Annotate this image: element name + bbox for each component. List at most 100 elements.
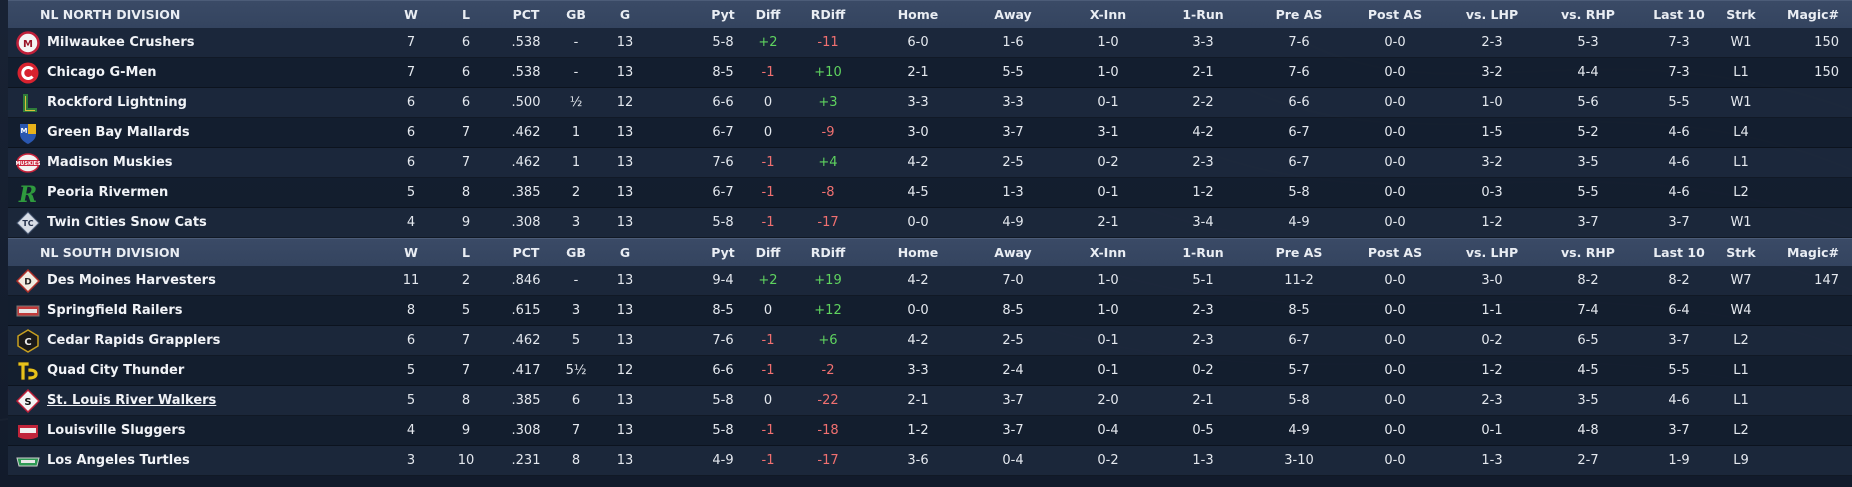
cell-last10: 5-5 [1668,95,1690,110]
column-header-pyt[interactable]: Pyt [711,7,735,22]
cell-g: 13 [616,35,634,50]
team-name-link[interactable]: Rockford Lightning [47,95,187,110]
cell-last10: 4-6 [1668,125,1690,140]
cell-magic [1789,326,1839,355]
team-row[interactable]: TC Twin Cities Snow Cats 4 9 .308 3 13 5-8 -1 -17… [8,208,1852,238]
cell-diff: -1 [761,333,775,348]
team-name-link[interactable]: Los Angeles Turtles [47,453,190,468]
column-header-pyt[interactable]: Pyt [711,245,735,260]
cell-g: 13 [616,273,634,288]
column-header-strk[interactable]: Strk [1726,245,1756,260]
cell-vslhp: 1-3 [1481,453,1503,468]
team-row[interactable]: R Peoria Rivermen 5 8 .385 2 13 6-7 -1 -8 4-5 1-3 0-… [8,178,1852,208]
column-header-post-as[interactable]: Post AS [1367,245,1423,260]
cell-pct: .462 [511,333,541,348]
column-header-diff[interactable]: Diff [755,245,781,260]
team-row[interactable]: C Cedar Rapids Grapplers 6 7 .462 5 13 7-6 -1 +6 4… [8,326,1852,356]
cell-l: 6 [461,35,471,50]
madison-muskies-logo: MUSKIES [16,151,42,175]
column-header-magic[interactable]: Magic# [1787,7,1839,22]
team-row[interactable]: Louisville Sluggers 4 9 .308 7 13 5-8 -1 -18 1-2 3… [8,416,1852,446]
cell-w: 4 [406,423,416,438]
cell-preas: 6-6 [1288,95,1310,110]
team-row[interactable]: Chicago G-Men 7 6 .538 - 13 8-5 -1 +10 2-1 5-5 1-0 2… [8,58,1852,88]
column-header-x-inn[interactable]: X-Inn [1089,245,1127,260]
column-header-vs-rhp[interactable]: vs. RHP [1561,7,1615,22]
cell-home: 4-2 [907,333,929,348]
svg-text:TC: TC [22,219,33,228]
column-header-1-run[interactable]: 1-Run [1182,245,1224,260]
cell-onerun: 5-1 [1192,273,1214,288]
column-header-last-10[interactable]: Last 10 [1653,245,1705,260]
column-header-w[interactable]: W [404,245,418,260]
cell-preas: 5-8 [1288,185,1310,200]
column-header-strk[interactable]: Strk [1726,7,1756,22]
team-name-link[interactable]: Quad City Thunder [47,363,185,378]
cell-onerun: 0-2 [1192,363,1214,378]
cell-last10: 7-3 [1668,65,1690,80]
column-header-rdiff[interactable]: RDiff [810,7,846,22]
column-header-1-run[interactable]: 1-Run [1182,7,1224,22]
cell-home: 6-0 [907,35,929,50]
column-header-home[interactable]: Home [897,245,939,260]
cell-home: 3-0 [907,125,929,140]
team-name-link[interactable]: Cedar Rapids Grapplers [47,333,221,348]
twin-cities-snow-cats-logo: TC [16,211,42,235]
cell-diff: -1 [761,215,775,230]
column-header-magic[interactable]: Magic# [1787,245,1839,260]
team-name-link[interactable]: Peoria Rivermen [47,185,169,200]
team-name-link[interactable]: Green Bay Mallards [47,125,190,140]
cell-pyt: 5-8 [712,35,734,50]
cell-strk: L2 [1733,333,1749,348]
team-name-link[interactable]: Springfield Railers [47,303,183,318]
team-name-link[interactable]: Des Moines Harvesters [47,273,216,288]
cell-pct: .500 [511,95,541,110]
column-header-g[interactable]: G [619,7,631,22]
column-header-diff[interactable]: Diff [755,7,781,22]
column-header-vs-lhp[interactable]: vs. LHP [1465,245,1519,260]
team-name-link[interactable]: Milwaukee Crushers [47,35,195,50]
team-row[interactable]: D Des Moines Harvesters 11 2 .846 - 13 9-4 +2 +19… [8,266,1852,296]
team-row[interactable]: Rockford Lightning 6 6 .500 ½ 12 6-6 0 +3 3-3 3-3 0… [8,88,1852,118]
cell-rdiff: -2 [821,363,835,378]
column-header-pre-as[interactable]: Pre AS [1275,245,1323,260]
cell-vslhp: 0-1 [1481,423,1503,438]
team-name-link[interactable]: Twin Cities Snow Cats [47,215,207,230]
cell-preas: 11-2 [1284,273,1314,288]
column-header-away[interactable]: Away [994,7,1032,22]
team-row[interactable]: Springfield Railers 8 5 .615 3 13 8-5 0 +12 0-0 8-… [8,296,1852,326]
column-header-vs-rhp[interactable]: vs. RHP [1561,245,1615,260]
column-header-x-inn[interactable]: X-Inn [1089,7,1127,22]
column-header-gb[interactable]: GB [566,7,586,22]
column-header-gb[interactable]: GB [566,245,586,260]
team-row[interactable]: Quad City Thunder 5 7 .417 5½ 12 6-6 -1 -2 3-3 2-4… [8,356,1852,386]
column-header-away[interactable]: Away [994,245,1032,260]
team-name-link[interactable]: Louisville Sluggers [47,423,186,438]
cell-xinn: 2-1 [1097,215,1119,230]
team-row[interactable]: M Milwaukee Crushers 7 6 .538 - 13 5-8 +2 -11 6-0 1… [8,28,1852,58]
cell-vsrhp: 3-7 [1577,215,1599,230]
team-row[interactable]: MUSKIES Madison Muskies 6 7 .462 1 13 7-6 -1 +4 4-… [8,148,1852,178]
column-header-vs-lhp[interactable]: vs. LHP [1465,7,1519,22]
column-header-pct[interactable]: PCT [512,245,540,260]
team-row[interactable]: Los Angeles Turtles 3 10 .231 8 13 4-9 -1 -17 3-6… [8,446,1852,476]
column-header-last-10[interactable]: Last 10 [1653,7,1705,22]
team-row[interactable]: S St. Louis River Walkers 5 8 .385 6 13 5-8 0 -22… [8,386,1852,416]
cell-gb: 1 [571,155,581,170]
column-header-g[interactable]: G [619,245,631,260]
column-header-rdiff[interactable]: RDiff [810,245,846,260]
cell-g: 13 [616,333,634,348]
column-header-post-as[interactable]: Post AS [1367,7,1423,22]
column-header-pct[interactable]: PCT [512,7,540,22]
column-header-w[interactable]: W [404,7,418,22]
cell-onerun: 2-3 [1192,155,1214,170]
team-name-link[interactable]: Chicago G-Men [47,65,157,80]
team-name-link[interactable]: Madison Muskies [47,155,173,170]
cell-home: 3-6 [907,453,929,468]
team-name-link[interactable]: St. Louis River Walkers [47,393,217,408]
column-header-pre-as[interactable]: Pre AS [1275,7,1323,22]
column-header-home[interactable]: Home [897,7,939,22]
team-row[interactable]: M Green Bay Mallards 6 7 .462 1 13 6-7 0 -9 3-0 3-7… [8,118,1852,148]
column-header-l[interactable]: L [462,245,470,260]
column-header-l[interactable]: L [462,7,470,22]
